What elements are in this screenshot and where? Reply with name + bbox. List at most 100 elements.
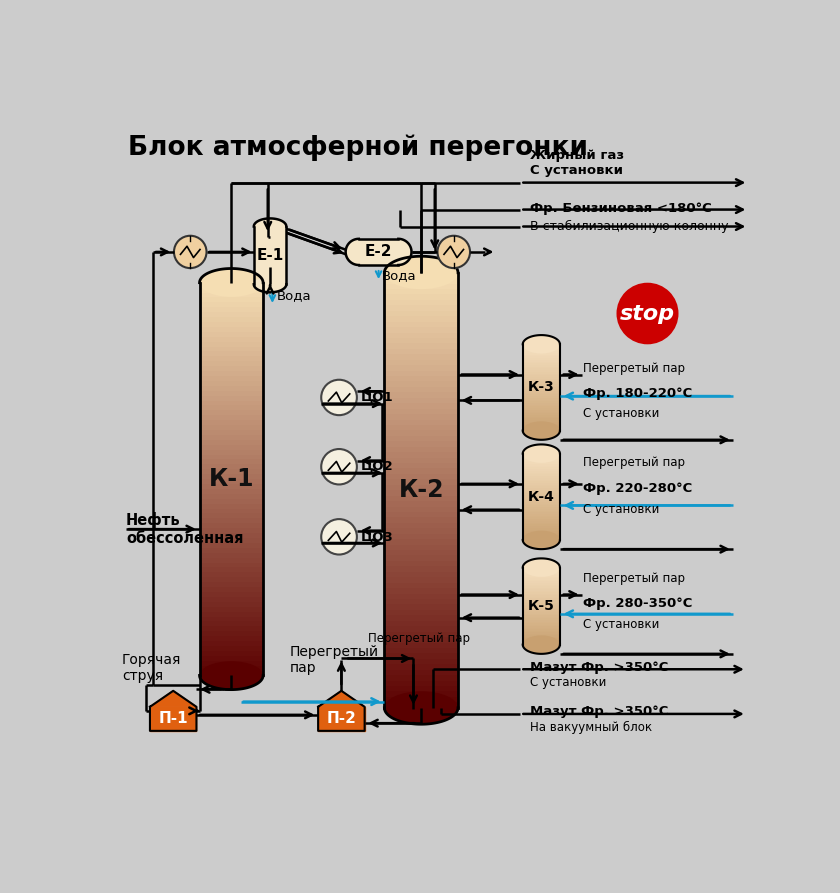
Bar	[522, 580, 560, 581]
Bar	[522, 356, 560, 358]
Bar	[522, 480, 560, 481]
Bar	[522, 476, 560, 478]
Bar	[522, 572, 560, 574]
Circle shape	[321, 380, 357, 415]
Text: Перегретый пар: Перегретый пар	[583, 572, 685, 585]
Ellipse shape	[522, 558, 560, 577]
Bar	[385, 631, 458, 637]
Bar	[522, 478, 560, 480]
Bar	[385, 621, 458, 626]
Bar	[522, 502, 560, 504]
Bar	[385, 637, 458, 642]
Bar	[385, 654, 458, 659]
Ellipse shape	[522, 445, 560, 463]
Polygon shape	[150, 707, 197, 730]
Text: Жирный газ
С установки: Жирный газ С установки	[530, 148, 624, 177]
Bar	[522, 498, 560, 500]
Bar	[385, 496, 458, 501]
Bar	[522, 358, 560, 360]
Bar	[522, 405, 560, 406]
Bar	[385, 659, 458, 664]
Bar	[200, 528, 263, 533]
Ellipse shape	[254, 276, 286, 292]
Bar	[522, 533, 560, 535]
Bar	[385, 529, 458, 534]
Ellipse shape	[200, 269, 263, 297]
Bar	[522, 638, 560, 640]
Bar	[522, 516, 560, 517]
Bar	[522, 413, 560, 415]
Bar	[522, 377, 560, 379]
Bar	[254, 238, 286, 240]
Text: С установки: С установки	[583, 503, 659, 515]
Bar	[385, 365, 458, 371]
Bar	[200, 352, 263, 356]
Bar	[522, 408, 560, 410]
Bar	[522, 466, 560, 467]
Bar	[200, 543, 263, 547]
Bar	[522, 507, 560, 509]
Bar	[522, 423, 560, 425]
Bar	[385, 305, 458, 311]
Bar	[200, 337, 263, 342]
Bar	[522, 419, 560, 421]
Bar	[522, 640, 560, 641]
Bar	[522, 620, 560, 622]
Bar	[522, 474, 560, 476]
Bar	[254, 279, 286, 280]
Bar	[385, 517, 458, 523]
Bar	[522, 632, 560, 634]
Bar	[522, 568, 560, 569]
Ellipse shape	[254, 219, 286, 235]
Bar	[522, 519, 560, 521]
Bar	[200, 508, 263, 513]
Bar	[385, 311, 458, 316]
Bar	[385, 686, 458, 691]
Circle shape	[174, 236, 207, 268]
Bar	[200, 577, 263, 582]
Bar	[385, 523, 458, 529]
Text: Е-2: Е-2	[365, 245, 392, 260]
Text: К-2: К-2	[398, 479, 444, 502]
Text: Вода: Вода	[381, 270, 417, 282]
Bar	[385, 490, 458, 496]
Bar	[385, 397, 458, 404]
Bar	[200, 401, 263, 405]
Bar	[522, 412, 560, 413]
Bar	[200, 449, 263, 455]
Bar	[522, 575, 560, 577]
Bar	[385, 545, 458, 550]
Bar	[254, 282, 286, 284]
Bar	[522, 483, 560, 485]
Bar	[522, 406, 560, 408]
Text: Блок атмосферной перегонки: Блок атмосферной перегонки	[129, 134, 588, 161]
Bar	[200, 293, 263, 297]
Bar	[200, 494, 263, 498]
Bar	[522, 511, 560, 513]
Bar	[522, 500, 560, 502]
Bar	[200, 405, 263, 411]
Bar	[385, 599, 458, 605]
Text: К-3: К-3	[528, 380, 554, 395]
Bar	[522, 362, 560, 363]
Bar	[200, 474, 263, 479]
Bar	[522, 349, 560, 351]
Text: К-1: К-1	[208, 467, 254, 491]
Bar	[385, 572, 458, 577]
Text: П-2: П-2	[327, 712, 356, 726]
Bar	[385, 474, 458, 480]
Bar	[385, 284, 458, 289]
Bar	[200, 425, 263, 430]
Bar	[522, 619, 560, 620]
Bar	[522, 577, 560, 579]
Bar	[254, 257, 286, 259]
Bar	[522, 497, 560, 498]
Bar	[385, 278, 458, 284]
Bar	[254, 230, 286, 232]
Bar	[385, 360, 458, 365]
Bar	[385, 300, 458, 305]
Bar	[522, 596, 560, 597]
Circle shape	[617, 283, 679, 345]
Text: ЦО3: ЦО3	[360, 530, 393, 543]
Bar	[522, 591, 560, 592]
